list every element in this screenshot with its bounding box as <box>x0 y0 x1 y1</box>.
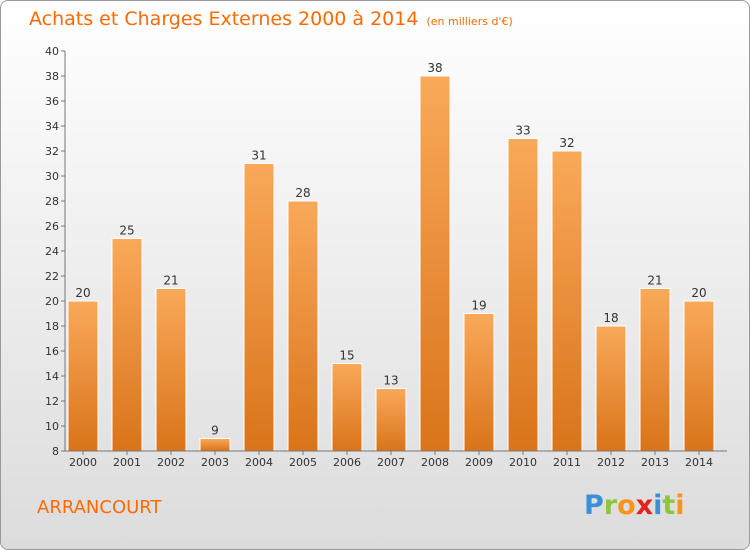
y-tick-label: 24 <box>45 245 59 258</box>
bar-value-label: 32 <box>559 136 574 150</box>
bar-2007 <box>375 388 407 452</box>
bar-2012 <box>595 325 627 452</box>
bar-2000 <box>67 300 99 452</box>
chart-title-text: Achats et Charges Externes 2000 à 2014 <box>29 8 419 30</box>
bars: 20 25 21 9 31 28 15 13 38 19 33 32 18 21 20 <box>67 61 715 452</box>
bar-value-label: 9 <box>211 424 219 438</box>
x-tick-label: 2004 <box>245 456 273 469</box>
x-tick-label: 2012 <box>597 456 625 469</box>
x-tick-label: 2008 <box>421 456 449 469</box>
x-tick-label: 2006 <box>333 456 361 469</box>
x-tick-label: 2005 <box>289 456 317 469</box>
bar-2014 <box>683 300 715 452</box>
logo-letter: x <box>635 490 654 521</box>
bar-value-label: 33 <box>515 124 530 138</box>
bar-2005 <box>287 200 319 452</box>
y-tick-label: 8 <box>52 445 59 458</box>
x-tick-label: 2007 <box>377 456 405 469</box>
bar-2009 <box>463 313 495 452</box>
bar-2001 <box>111 238 143 452</box>
x-tick-label: 2009 <box>465 456 493 469</box>
bar-value-label: 15 <box>339 349 354 363</box>
bar-2006 <box>331 363 363 452</box>
bar-value-label: 31 <box>251 149 266 163</box>
logo-letter: i <box>675 490 685 521</box>
x-tick-label: 2014 <box>685 456 713 469</box>
bar-value-label: 38 <box>427 61 442 75</box>
x-axis: 2000 2001 2002 2003 2004 2005 2006 2007 2008 2009… <box>65 450 727 469</box>
y-tick-label: 30 <box>45 170 59 183</box>
bar-2004 <box>243 163 275 452</box>
bar-2013 <box>639 288 671 452</box>
x-tick-label: 2003 <box>201 456 229 469</box>
bar-value-label: 20 <box>691 286 706 300</box>
logo-letter: P <box>584 490 604 521</box>
y-axis: 8 10 12 14 16 18 20 22 24 26 28 30 32 34 36 38 40 <box>45 45 66 458</box>
bar-2003 <box>199 438 231 452</box>
y-tick-label: 16 <box>45 345 59 358</box>
bar-value-label: 28 <box>295 186 310 200</box>
bar-2010 <box>507 138 539 452</box>
town-name: ARRANCOURT <box>37 497 162 518</box>
y-tick-label: 14 <box>45 370 59 383</box>
y-tick-label: 26 <box>45 220 59 233</box>
y-tick-label: 38 <box>45 70 59 83</box>
bar-value-label: 20 <box>75 286 90 300</box>
x-tick-label: 2011 <box>553 456 581 469</box>
y-tick-label: 20 <box>45 295 59 308</box>
bar-value-label: 25 <box>119 224 134 238</box>
bar-value-label: 19 <box>471 299 486 313</box>
y-tick-label: 18 <box>45 320 59 333</box>
bar-2002 <box>155 288 187 452</box>
bar-value-label: 13 <box>383 374 398 388</box>
x-tick-label: 2002 <box>157 456 185 469</box>
y-tick-label: 36 <box>45 95 59 108</box>
bar-value-label: 21 <box>163 274 178 288</box>
proxiti-logo: Proxiti <box>584 490 685 521</box>
bar-value-label: 18 <box>603 311 618 325</box>
y-tick-label: 40 <box>45 45 59 58</box>
y-tick-label: 10 <box>45 420 59 433</box>
x-tick-label: 2000 <box>69 456 97 469</box>
y-tick-label: 34 <box>45 120 59 133</box>
x-tick-label: 2010 <box>509 456 537 469</box>
x-tick-label: 2013 <box>641 456 669 469</box>
bar-value-label: 21 <box>647 274 662 288</box>
y-tick-label: 12 <box>45 395 59 408</box>
y-tick-label: 32 <box>45 145 59 158</box>
logo-letter: o <box>617 490 636 521</box>
x-tick-label: 2001 <box>113 456 141 469</box>
y-tick-label: 22 <box>45 270 59 283</box>
logo-letter: t <box>662 490 676 521</box>
y-tick-label: 28 <box>45 195 59 208</box>
bar-2011 <box>551 150 583 452</box>
bar-2008 <box>419 75 451 452</box>
chart-subtitle: (en milliers d'€) <box>426 15 513 28</box>
logo-letter: i <box>653 490 663 521</box>
chart-title: Achats et Charges Externes 2000 à 2014 (e… <box>29 8 513 30</box>
logo-letter: r <box>603 490 618 521</box>
